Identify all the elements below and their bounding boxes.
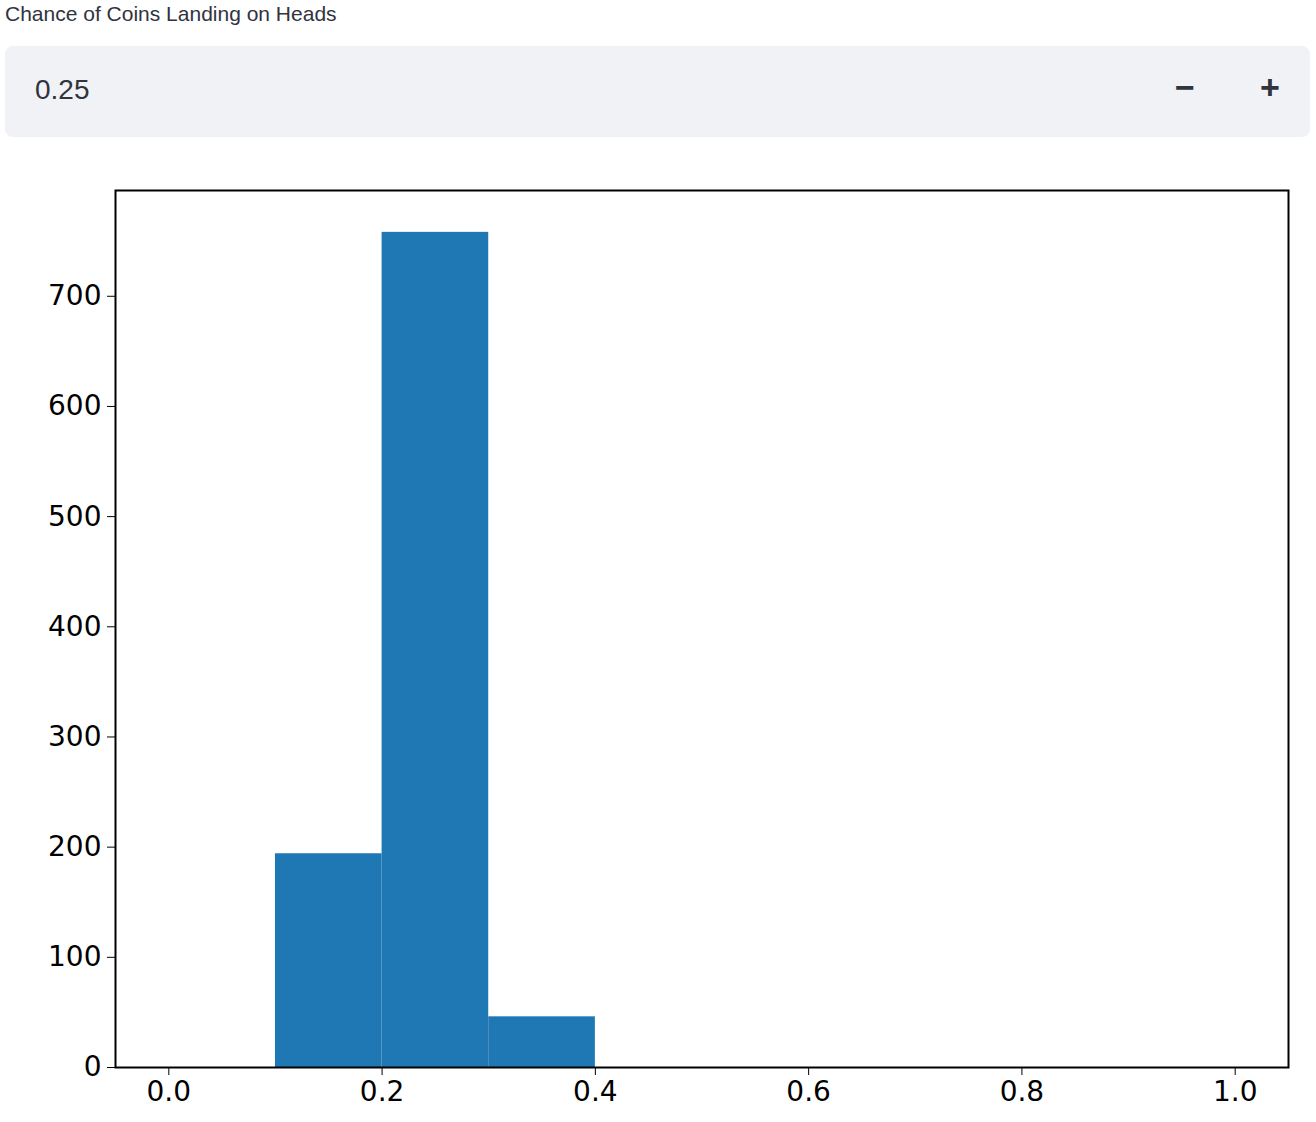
svg-text:0.6: 0.6 (786, 1075, 831, 1108)
svg-text:1.0: 1.0 (1213, 1075, 1258, 1108)
svg-text:500: 500 (48, 500, 101, 533)
html-text:0.25: 0.25 (35, 74, 90, 105)
svg-text:0.2: 0.2 (360, 1075, 405, 1108)
svg-text:300: 300 (48, 720, 101, 753)
svg-text:0.4: 0.4 (573, 1075, 618, 1108)
svg-text:0.0: 0.0 (147, 1075, 192, 1108)
svg-text:700: 700 (48, 279, 101, 312)
svg-text:600: 600 (48, 389, 101, 422)
svg-text:200: 200 (48, 830, 101, 863)
svg-text:0: 0 (84, 1050, 102, 1083)
html-text:Chance of Coins Landing on Hea: Chance of Coins Landing on Heads (5, 2, 337, 25)
svg-text:0.8: 0.8 (1000, 1075, 1045, 1108)
svg-text:400: 400 (48, 610, 101, 643)
svg-text:100: 100 (48, 940, 101, 973)
